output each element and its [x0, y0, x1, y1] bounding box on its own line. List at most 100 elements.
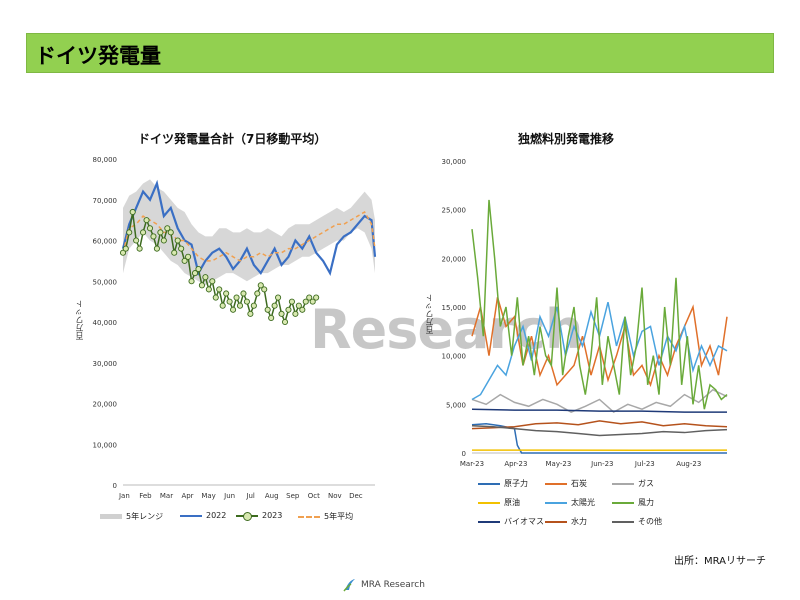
data-point-2023 [306, 294, 313, 301]
legend-label: バイオマス [504, 517, 544, 526]
legend-swatch-avg [298, 515, 320, 518]
page-title: ドイツ発電量 [35, 44, 161, 68]
legend-label: 風力 [638, 498, 654, 507]
y-tick-label: 60,000 [93, 238, 118, 246]
brand-logo-icon [343, 578, 357, 592]
data-point-2023 [236, 302, 244, 309]
data-point-2023 [171, 249, 178, 256]
data-point-2023 [143, 217, 150, 224]
data-point-2023 [178, 245, 185, 252]
y-tick-label: 70,000 [93, 197, 118, 205]
series-line-バイオマス [471, 408, 727, 413]
series-line-水力 [471, 420, 728, 430]
data-point-2023 [257, 282, 264, 289]
legend-label: 太陽光 [571, 498, 595, 507]
x-tick-label: Sep [286, 492, 300, 500]
data-point-2023 [212, 294, 219, 301]
data-point-2023 [261, 286, 268, 293]
data-point-2023 [126, 229, 133, 236]
data-point-2023 [275, 294, 282, 301]
data-point-2023 [226, 298, 233, 305]
y-tick-label: 30,000 [442, 158, 467, 166]
legend-5yr-avg: 5年平均 [298, 511, 353, 522]
data-point-2023 [295, 302, 302, 309]
left-chart-title: ドイツ発電量合計（7日移動平均） [138, 132, 327, 146]
legend-label: 5年平均 [324, 512, 354, 521]
footer-brand-text: MRA Research [361, 580, 425, 590]
data-point-2023 [122, 245, 129, 252]
data-point-2023 [219, 302, 226, 309]
legend-2022: 2022 [180, 511, 226, 520]
data-point-2023 [285, 306, 292, 313]
x-tick-label: Jul-23 [634, 460, 655, 468]
x-tick-label: May [201, 492, 215, 500]
x-tick-label: Jan [118, 492, 130, 500]
y-tick-label: 20,000 [93, 401, 118, 409]
x-tick-label: Oct [308, 492, 320, 500]
x-tick-label: Feb [139, 492, 152, 500]
right-chart-title: 独燃料別発電推移 [518, 132, 615, 146]
legend-label: その他 [638, 517, 662, 526]
data-point-2023 [202, 274, 209, 281]
legend-label: 石炭 [571, 479, 587, 488]
legend-item-風力: 風力 [612, 497, 654, 508]
legend-item-石炭: 石炭 [545, 478, 587, 489]
data-point-2023 [223, 290, 230, 297]
legend-swatch [478, 501, 500, 504]
legend-item-原油: 原油 [478, 497, 520, 508]
data-point-2023 [243, 298, 250, 305]
x-tick-label: Mar [160, 492, 173, 500]
y-tick-label: 40,000 [93, 319, 118, 327]
data-point-2023 [160, 237, 167, 244]
y-tick-label: 0 [462, 450, 466, 458]
legend-label: 原油 [504, 498, 520, 507]
legend-swatch [612, 482, 634, 485]
y-tick-label: 5,000 [446, 401, 466, 409]
data-point-2023 [146, 225, 154, 232]
data-point-2023 [150, 233, 157, 240]
y-tick-label: 80,000 [93, 156, 118, 164]
data-point-2023 [299, 306, 306, 313]
y-tick-label: 15,000 [442, 304, 467, 312]
legend-label: 5年レンジ [126, 512, 164, 521]
data-point-2023 [288, 298, 295, 305]
legend-label: 水力 [571, 517, 587, 526]
data-point-2023 [230, 306, 237, 313]
data-point-2023 [240, 290, 247, 297]
series-line-5yr-avg [122, 210, 376, 262]
x-tick-label: Apr-23 [504, 460, 527, 468]
footer-brand: MRA Research [343, 578, 425, 592]
series-line-原子力 [471, 423, 727, 454]
data-point-2023 [302, 298, 309, 305]
x-tick-label: Aug [265, 492, 279, 500]
x-tick-label: Dec [349, 492, 363, 500]
data-point-2023 [281, 318, 289, 326]
data-point-2023 [174, 237, 181, 244]
data-point-2023 [271, 302, 278, 309]
legend-label: 2022 [206, 511, 227, 520]
legend-swatch [612, 520, 634, 523]
x-tick-label: Jul [245, 492, 255, 500]
y-tick-label: 30,000 [93, 360, 118, 368]
y-tick-label: 20,000 [442, 255, 467, 263]
x-tick-label: Jun [223, 492, 235, 500]
data-point-2023 [247, 310, 254, 317]
legend-5yr-range: 5年レンジ [100, 511, 163, 522]
legend-item-ガス: ガス [612, 478, 654, 489]
series-line-風力 [471, 199, 728, 410]
data-point-2023 [157, 229, 164, 236]
legend-label: ガス [638, 479, 654, 488]
data-point-2023 [164, 225, 171, 232]
legend-item-太陽光: 太陽光 [545, 497, 595, 508]
legend-swatch [612, 501, 634, 504]
legend-label: 2023 [262, 511, 283, 520]
data-point-2023 [188, 278, 195, 285]
series-line-その他 [471, 424, 728, 437]
data-point-2023 [254, 290, 261, 297]
data-point-2023 [195, 265, 202, 273]
legend-swatch [478, 520, 500, 523]
data-point-2023 [250, 302, 257, 309]
data-point-2023 [133, 237, 140, 244]
